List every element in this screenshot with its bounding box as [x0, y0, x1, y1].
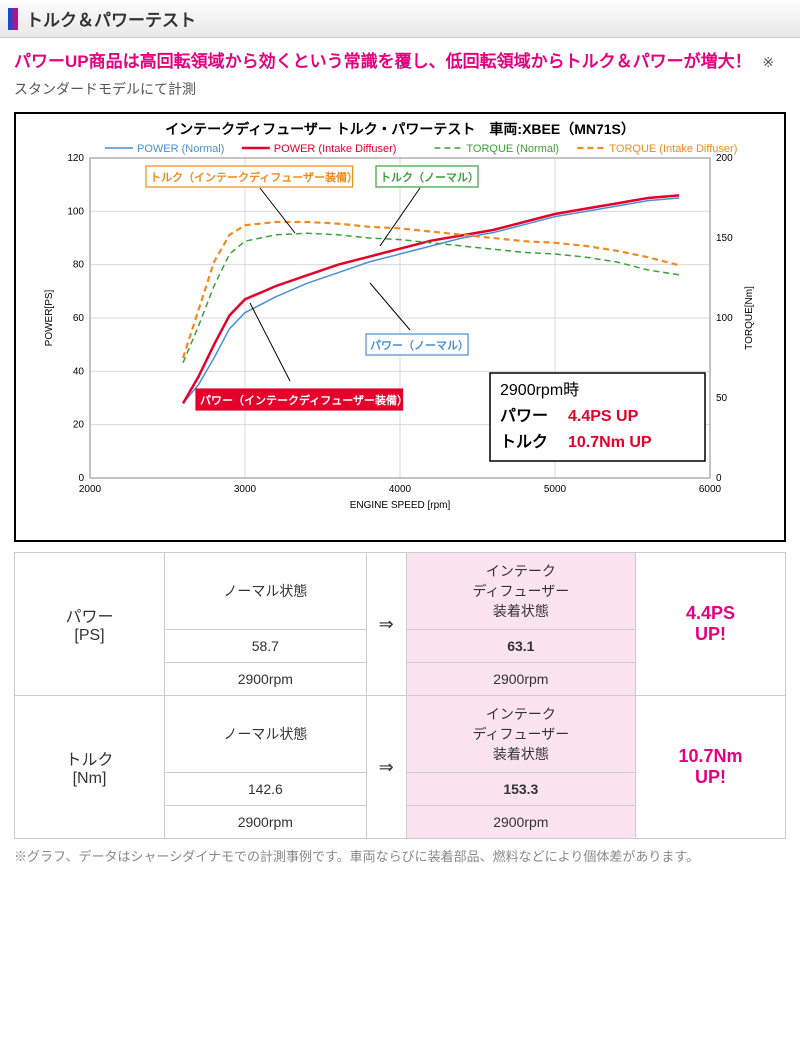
normal-rpm: 2900rpm [165, 663, 367, 696]
svg-text:4.4PS UP: 4.4PS UP [568, 408, 639, 425]
svg-text:120: 120 [67, 153, 84, 164]
svg-text:150: 150 [716, 233, 733, 244]
svg-text:4000: 4000 [389, 484, 412, 495]
metric-label: トルク[Nm] [15, 696, 165, 839]
normal-header: ノーマル状態 [165, 553, 367, 630]
improvement: 10.7NmUP! [636, 696, 786, 839]
intake-header: インテークディフューザー装着状態 [406, 696, 635, 773]
svg-text:インテークディフューザー トルク・パワーテスト 車両:XBE: インテークディフューザー トルク・パワーテスト 車両:XBEE（MN71S） [165, 121, 635, 137]
lead-main: パワーUP商品は高回転領域から効くという常識を覆し、低回転領域からトルク＆パワー… [14, 52, 752, 71]
lead-text: パワーUP商品は高回転領域から効くという常識を覆し、低回転領域からトルク＆パワー… [0, 38, 800, 106]
svg-text:トルク: トルク [500, 433, 548, 451]
results-table: パワー[PS]ノーマル状態⇒インテークディフューザー装着状態4.4PSUP!58… [14, 552, 786, 839]
normal-header: ノーマル状態 [165, 696, 367, 773]
svg-text:POWER[PS]: POWER[PS] [44, 290, 55, 347]
normal-value: 58.7 [165, 630, 367, 663]
svg-text:TORQUE (Normal): TORQUE (Normal) [466, 143, 559, 155]
intake-value: 63.1 [406, 630, 635, 663]
svg-text:POWER (Normal): POWER (Normal) [137, 143, 224, 155]
svg-text:6000: 6000 [699, 484, 722, 495]
svg-text:100: 100 [67, 207, 84, 218]
svg-text:TORQUE[Nm]: TORQUE[Nm] [744, 286, 755, 350]
footnote: ※グラフ、データはシャーシダイナモでの計測事例です。車両ならびに装着部品、燃料な… [0, 845, 800, 882]
svg-text:40: 40 [73, 367, 85, 378]
intake-rpm: 2900rpm [406, 663, 635, 696]
arrow: ⇒ [366, 696, 406, 839]
svg-text:パワー: パワー [500, 407, 548, 425]
metric-label: パワー[PS] [15, 553, 165, 696]
svg-text:パワー（インテークディフューザー装備）: パワー（インテークディフューザー装備） [200, 393, 408, 407]
svg-text:100: 100 [716, 313, 733, 324]
svg-text:トルク（インテークディフューザー装備）: トルク（インテークディフューザー装備） [150, 170, 358, 184]
intake-rpm: 2900rpm [406, 806, 635, 839]
svg-text:2900rpm時: 2900rpm時 [500, 381, 579, 399]
section-header: トルク＆パワーテスト [0, 0, 800, 38]
svg-text:5000: 5000 [544, 484, 567, 495]
svg-text:ENGINE SPEED [rpm]: ENGINE SPEED [rpm] [350, 500, 451, 511]
svg-text:POWER (Intake Diffuser): POWER (Intake Diffuser) [274, 143, 397, 155]
section-title: トルク＆パワーテスト [26, 6, 196, 31]
svg-text:2000: 2000 [79, 484, 102, 495]
svg-text:20: 20 [73, 420, 85, 431]
svg-text:200: 200 [716, 153, 733, 164]
normal-value: 142.6 [165, 773, 367, 806]
chart-container: インテークディフューザー トルク・パワーテスト 車両:XBEE（MN71S） PO… [14, 112, 786, 542]
svg-text:0: 0 [78, 473, 84, 484]
intake-header: インテークディフューザー装着状態 [406, 553, 635, 630]
svg-text:パワー（ノーマル）: パワー（ノーマル） [370, 339, 469, 352]
normal-rpm: 2900rpm [165, 806, 367, 839]
svg-text:0: 0 [716, 473, 722, 484]
svg-text:50: 50 [716, 393, 728, 404]
improvement: 4.4PSUP! [636, 553, 786, 696]
intake-value: 153.3 [406, 773, 635, 806]
svg-text:3000: 3000 [234, 484, 257, 495]
svg-text:60: 60 [73, 313, 85, 324]
svg-text:トルク（ノーマル）: トルク（ノーマル） [380, 171, 479, 184]
svg-text:10.7Nm UP: 10.7Nm UP [568, 434, 652, 451]
header-accent-bar [8, 8, 18, 30]
torque-power-chart: インテークディフューザー トルク・パワーテスト 車両:XBEE（MN71S） PO… [20, 118, 780, 538]
svg-text:80: 80 [73, 260, 85, 271]
arrow: ⇒ [366, 553, 406, 696]
